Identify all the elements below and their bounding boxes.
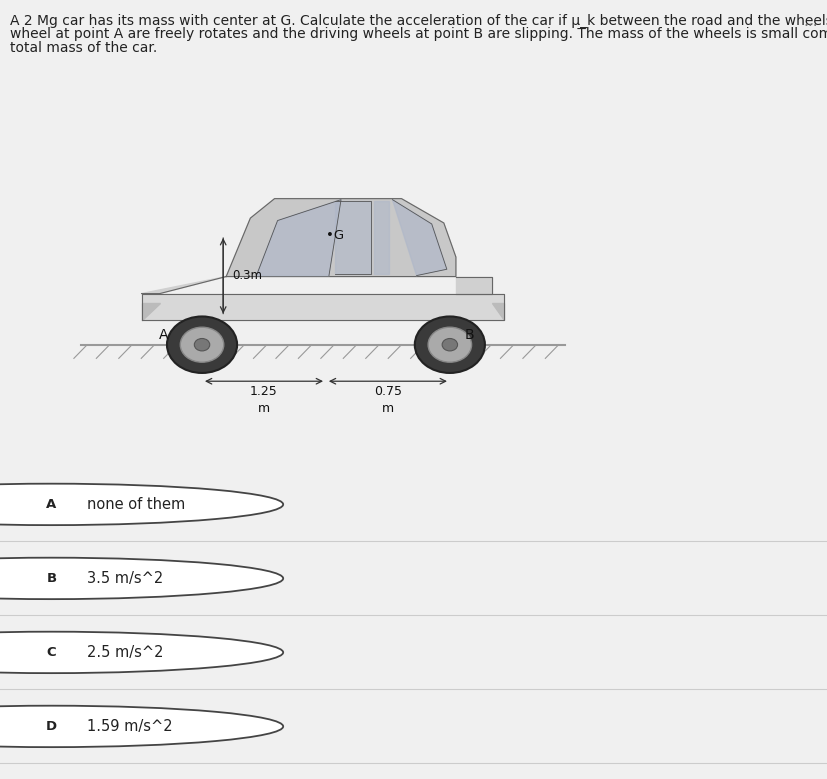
- Text: 3.5 m/s^2: 3.5 m/s^2: [87, 571, 163, 586]
- Circle shape: [0, 484, 283, 525]
- Text: 0.3m: 0.3m: [232, 270, 262, 282]
- Text: D: D: [45, 720, 57, 733]
- Polygon shape: [256, 199, 341, 276]
- Circle shape: [0, 632, 283, 673]
- Text: 1.25: 1.25: [250, 385, 278, 398]
- Circle shape: [428, 327, 471, 362]
- Polygon shape: [392, 199, 447, 276]
- Text: none of them: none of them: [87, 497, 185, 512]
- Text: A 2 Mg car has its mass with center at G. Calculate the acceleration of the car : A 2 Mg car has its mass with center at G…: [10, 14, 827, 28]
- Circle shape: [0, 706, 283, 747]
- Circle shape: [414, 316, 485, 373]
- Text: •G: •G: [326, 229, 344, 241]
- Text: C: C: [46, 646, 56, 659]
- Circle shape: [180, 327, 223, 362]
- Circle shape: [194, 339, 209, 351]
- Text: B: B: [46, 572, 56, 585]
- Text: m: m: [381, 402, 394, 414]
- Polygon shape: [456, 277, 491, 294]
- Text: 1.59 m/s^2: 1.59 m/s^2: [87, 719, 172, 734]
- Text: 0.75: 0.75: [374, 385, 401, 398]
- Circle shape: [0, 558, 283, 599]
- Text: ...: ...: [802, 14, 817, 29]
- Text: B: B: [465, 328, 474, 342]
- Text: total mass of the car.: total mass of the car.: [10, 41, 157, 55]
- Polygon shape: [374, 201, 389, 274]
- Text: A: A: [159, 328, 169, 342]
- Polygon shape: [491, 303, 504, 320]
- Polygon shape: [335, 201, 370, 274]
- Text: wheel at point A are freely rotates and the driving wheels at point B are slippi: wheel at point A are freely rotates and …: [10, 27, 827, 41]
- Polygon shape: [141, 303, 160, 320]
- Text: A: A: [46, 498, 56, 511]
- Polygon shape: [141, 277, 226, 294]
- Polygon shape: [141, 294, 504, 320]
- Text: 2.5 m/s^2: 2.5 m/s^2: [87, 645, 163, 660]
- Polygon shape: [226, 199, 456, 277]
- Text: m: m: [258, 402, 270, 414]
- Circle shape: [442, 339, 457, 351]
- Circle shape: [167, 316, 237, 373]
